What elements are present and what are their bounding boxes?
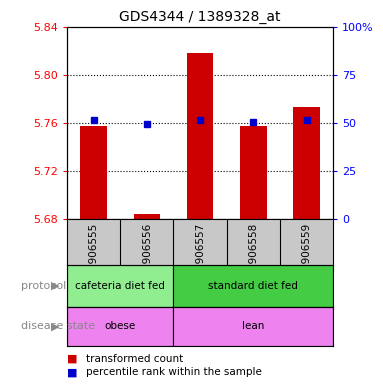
Text: standard diet fed: standard diet fed <box>208 281 298 291</box>
Text: transformed count: transformed count <box>86 354 183 364</box>
Text: disease state: disease state <box>21 321 95 331</box>
Text: cafeteria diet fed: cafeteria diet fed <box>75 281 165 291</box>
Text: GSM906556: GSM906556 <box>142 223 152 286</box>
Bar <box>240 126 267 219</box>
Bar <box>293 107 320 219</box>
Bar <box>173 307 333 346</box>
Bar <box>67 265 173 307</box>
Text: GSM906559: GSM906559 <box>301 223 312 286</box>
Text: obese: obese <box>105 321 136 331</box>
Bar <box>80 126 107 219</box>
Text: GSM906555: GSM906555 <box>88 223 99 286</box>
Text: ▶: ▶ <box>51 281 60 291</box>
Bar <box>187 53 213 219</box>
Bar <box>67 307 173 346</box>
Text: protocol: protocol <box>21 281 66 291</box>
Text: ■: ■ <box>67 354 77 364</box>
Text: ▶: ▶ <box>51 321 60 331</box>
Title: GDS4344 / 1389328_at: GDS4344 / 1389328_at <box>119 10 281 25</box>
Bar <box>134 214 160 219</box>
Text: GSM906558: GSM906558 <box>248 223 259 286</box>
Text: ■: ■ <box>67 367 77 377</box>
Text: GSM906557: GSM906557 <box>195 223 205 286</box>
Text: percentile rank within the sample: percentile rank within the sample <box>86 367 262 377</box>
Bar <box>173 265 333 307</box>
Text: lean: lean <box>242 321 265 331</box>
